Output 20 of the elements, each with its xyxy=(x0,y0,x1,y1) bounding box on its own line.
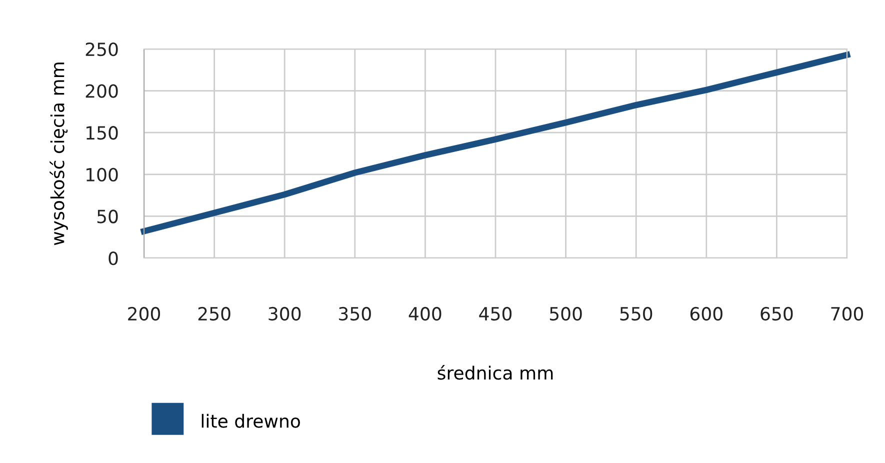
y-tick-label: 250 xyxy=(86,42,118,56)
y-axis-title: wysokość cięcia mm xyxy=(50,62,68,246)
x-tick-label: 700 xyxy=(831,306,864,321)
x-axis-title: średnica mm xyxy=(438,365,553,380)
x-tick-label: 650 xyxy=(760,306,793,321)
x-tick-label: 200 xyxy=(128,306,160,321)
x-tick-label: 450 xyxy=(479,306,512,321)
y-tick-label: 150 xyxy=(86,126,118,140)
x-tick-label: 350 xyxy=(339,306,371,321)
x-tick-label: 550 xyxy=(620,306,652,321)
y-tick-label: 0 xyxy=(108,251,118,266)
x-tick-label: 500 xyxy=(550,306,582,321)
y-tick-label: 50 xyxy=(97,210,118,224)
x-tick-label: 600 xyxy=(690,306,722,321)
x-tick-label: 300 xyxy=(268,306,301,321)
y-tick-label: 200 xyxy=(86,84,118,98)
legend-label: lite drewno xyxy=(202,414,300,428)
x-tick-label: 400 xyxy=(408,306,442,321)
x-tick-label: 250 xyxy=(198,306,230,321)
y-tick-label: 100 xyxy=(86,168,118,182)
